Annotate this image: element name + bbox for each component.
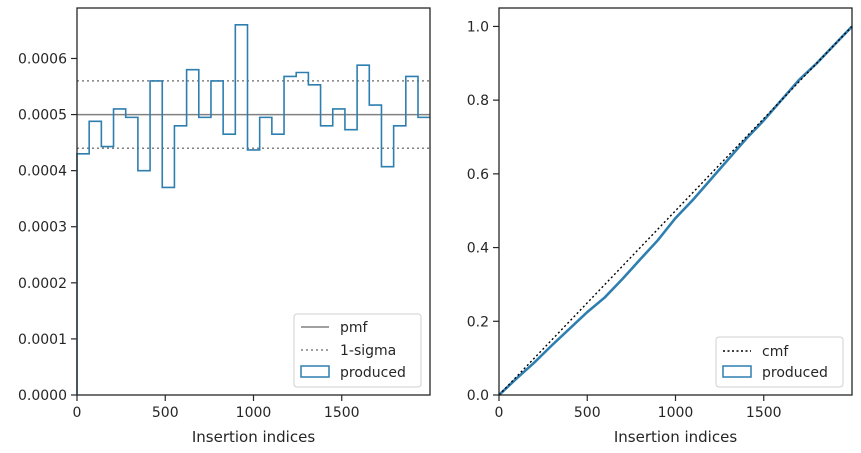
histogram-panel: 0 500 1000 1500 0.0000 0.0001 0.0002 0.0003 0.00… — [18, 7, 431, 446]
legend-box — [293, 313, 422, 388]
y-tick-label: 0.8 — [467, 93, 489, 109]
legend-produced-label: produced — [340, 365, 406, 381]
y-tick-label: 1.0 — [467, 19, 489, 35]
y-tick-label: 0.0001 — [18, 332, 67, 348]
legend-pmf-label: pmf — [340, 320, 369, 336]
y-tick-label: 0.0004 — [18, 164, 67, 180]
axes-frame — [498, 7, 853, 396]
y-tick-label: 0.4 — [467, 241, 489, 257]
x-tick-label: 500 — [152, 405, 179, 421]
legend-produced-label: produced — [762, 365, 828, 381]
y-tick-label: 0.0005 — [18, 108, 67, 124]
produced-step-line — [76, 24, 430, 395]
x-axis-label: Insertion indices — [192, 428, 315, 446]
legend-produced-swatch — [300, 365, 330, 378]
y-tick-label: 0.0002 — [18, 276, 67, 292]
produced-cumulative-line — [498, 25, 853, 396]
x-tick-label: 1000 — [658, 405, 694, 421]
x-tick-label: 1500 — [324, 405, 360, 421]
y-tick-label: 0.6 — [467, 167, 489, 183]
y-tick-label: 0.2 — [467, 314, 489, 330]
legend-cmf-label: cmf — [762, 344, 789, 360]
y-tick-label: 0.0006 — [18, 51, 67, 67]
y-tick-label: 0.0 — [467, 388, 489, 404]
axes-frame — [76, 7, 431, 396]
x-tick-label: 1000 — [236, 405, 272, 421]
x-tick-label: 1500 — [746, 405, 782, 421]
legend-sigma-label: 1-sigma — [340, 343, 396, 359]
legend-box — [715, 336, 844, 388]
x-axis-label: Insertion indices — [614, 428, 737, 446]
y-tick-label: 0.0000 — [18, 388, 67, 404]
legend-produced-swatch — [722, 365, 752, 378]
x-tick-label: 0 — [73, 405, 82, 421]
y-tick-label: 0.0003 — [18, 220, 67, 236]
cmf-panel: 0 500 1000 1500 0.0 0.2 0.4 0.6 0.8 1.0 Insertion … — [467, 7, 853, 446]
x-tick-label: 500 — [574, 405, 601, 421]
x-tick-label: 0 — [495, 405, 504, 421]
